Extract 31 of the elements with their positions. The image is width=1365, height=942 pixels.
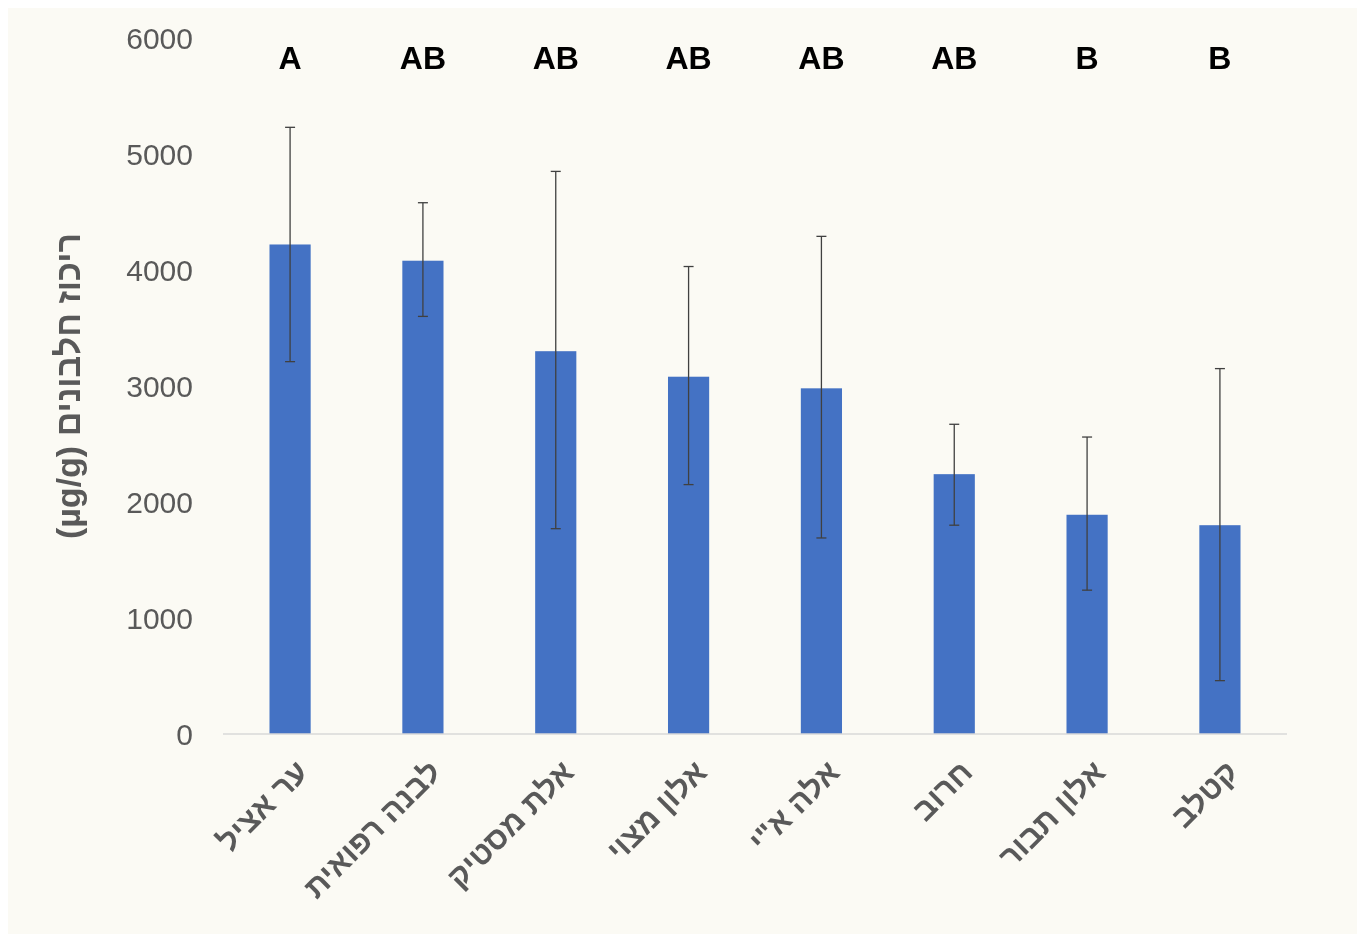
y-tick-label: 4000 (126, 253, 193, 287)
y-tick-label: 5000 (126, 137, 193, 171)
bar (402, 260, 444, 734)
y-axis-title: ריכוז חלבונים (µg/g) (49, 232, 87, 540)
bar (269, 244, 311, 734)
x-tick-label: קטלב (1164, 754, 1245, 835)
annotation: AB (532, 40, 579, 77)
x-tick-label: חרוב (905, 754, 980, 828)
annotation: A (278, 40, 302, 77)
annotation: B (1075, 40, 1099, 77)
x-tick-label: אלון תבור (991, 754, 1113, 875)
annotation: AB (665, 40, 712, 77)
annotation: AB (931, 40, 978, 77)
annotation: B (1208, 40, 1232, 77)
x-tick-label: אלה א"י (742, 754, 847, 859)
y-tick-label: 0 (176, 717, 193, 751)
y-tick-label: 6000 (126, 21, 193, 55)
x-tick-label: ער אציל (210, 754, 316, 859)
bar (1066, 514, 1108, 734)
x-tick-label: אלון מצוי (599, 754, 714, 868)
y-tick-label: 3000 (126, 369, 193, 403)
y-tick-label: 2000 (126, 485, 193, 519)
y-tick-label: 1000 (126, 601, 193, 635)
bar (535, 351, 577, 734)
annotation: AB (798, 40, 845, 77)
bar (1199, 525, 1241, 734)
annotation: AB (399, 40, 447, 77)
bar (667, 376, 710, 734)
bar (800, 388, 843, 734)
x-tick-label: אלת מסטיק (440, 754, 581, 895)
bar (933, 474, 975, 734)
